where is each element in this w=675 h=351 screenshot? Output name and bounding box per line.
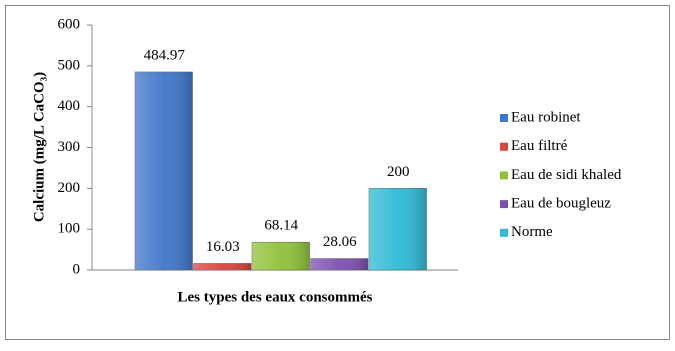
legend-swatch [500,114,508,122]
x-axis-title: Les types des eaux consommés [178,289,373,305]
y-tick-label: 500 [58,57,81,73]
legend-swatch [500,142,508,151]
legend-swatch [500,171,508,180]
legend-swatch [500,200,508,209]
y-tick-label: 600 [58,16,81,32]
y-tick-label: 100 [58,221,81,237]
y-tick-label: 0 [73,261,81,277]
value-label: 16.03 [206,239,240,255]
value-label: 484.97 [144,47,186,63]
value-label: 28.06 [323,234,357,250]
y-tick-label: 400 [58,98,81,114]
legend-label: Eau de bougleuz [511,196,611,212]
bar-shine [369,188,427,270]
legend-swatch [500,228,508,237]
y-tick-label: 200 [58,180,81,196]
bar-shine [310,258,368,270]
bar-shine [193,263,251,270]
bar-shine [135,71,193,270]
legend-label: Eau robinet [511,109,581,125]
legend-label: Eau filtré [511,138,568,154]
value-label: 200 [387,164,410,180]
legend-label: Eau de sidi khaled [511,167,622,183]
chart-frame [5,5,670,340]
y-tick-label: 300 [58,139,81,155]
y-axis-title: Calcium (mg/L CaCO₃) [31,72,47,222]
legend-label: Norme [511,224,553,240]
value-label: 68.14 [264,218,298,234]
bar-shine [252,242,310,270]
